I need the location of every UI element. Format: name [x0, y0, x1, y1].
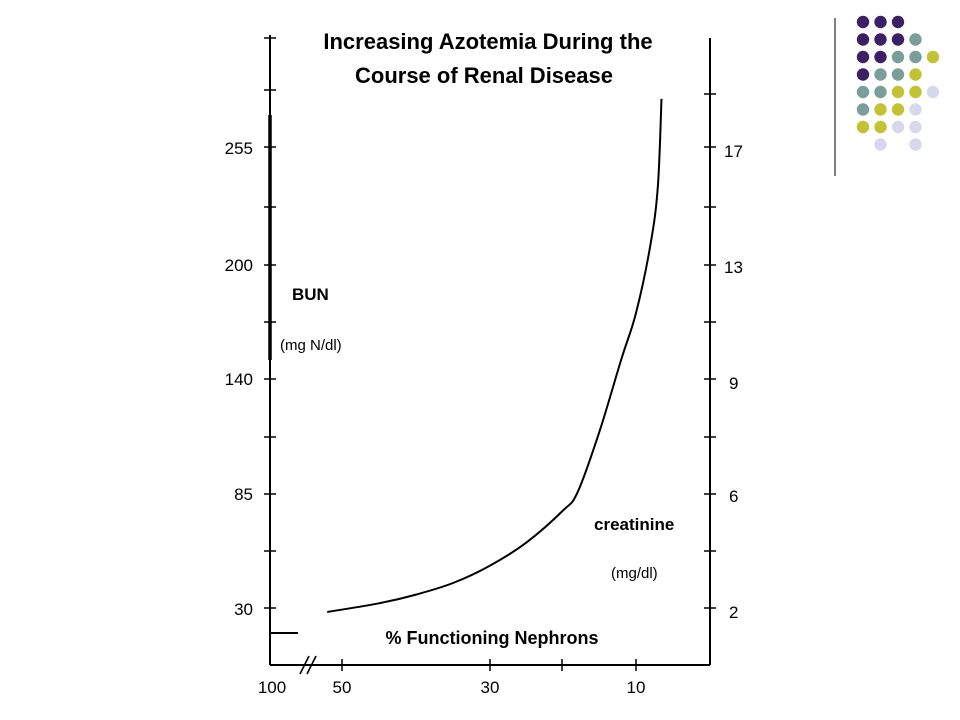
decorative-dot [891, 33, 905, 46]
azotemia-curve [327, 98, 663, 613]
decorative-dot [926, 50, 940, 64]
decorative-dot [909, 85, 922, 99]
decorative-dot [891, 85, 905, 99]
decorative-dot [909, 50, 922, 64]
decorative-dot [856, 50, 870, 64]
x-tick-label-10: 10 [627, 678, 646, 697]
decorative-dot [874, 85, 887, 99]
decorative-dot [874, 138, 887, 151]
decorative-dot [909, 68, 922, 81]
x-tick-label-100: 100 [258, 678, 286, 697]
left-tick-label-30: 30 [234, 600, 253, 619]
decorative-dot [874, 103, 887, 116]
decorative-dot [856, 15, 870, 29]
decorative-dot [856, 85, 870, 99]
decorative-dot [856, 68, 870, 81]
decorative-dot [874, 33, 887, 46]
decorative-dot [874, 15, 887, 29]
decorative-dot [856, 103, 870, 116]
decorative-dot [874, 68, 887, 81]
x-axis-label: % Functioning Nephrons [386, 628, 599, 648]
left-tick-label-140: 140 [225, 370, 253, 389]
decorative-dot [874, 50, 887, 64]
decorative-dot [909, 120, 922, 134]
decorative-dot [891, 50, 905, 64]
right-tick-label-9: 9 [729, 374, 738, 393]
decorative-dot [891, 15, 905, 29]
right-tick-label-2: 2 [729, 603, 738, 622]
x-axis-ticks [341, 659, 637, 671]
decorative-dot-grid [856, 15, 940, 151]
left-tick-label-85: 85 [234, 485, 253, 504]
decorative-dot [891, 120, 905, 134]
right-tick-label-13: 13 [724, 258, 743, 277]
decorative-dot [891, 68, 905, 81]
decorative-dot [909, 33, 922, 46]
left-tick-label-255: 255 [225, 139, 253, 158]
right-tick-label-6: 6 [729, 487, 738, 506]
decorative-dot [926, 85, 940, 99]
decorative-dot [856, 120, 870, 134]
chart-title-line-2: Course of Renal Disease [355, 63, 613, 88]
chart-axes [264, 35, 716, 675]
decorative-dot [909, 138, 922, 151]
decorative-dot [874, 120, 887, 134]
x-tick-label-50: 50 [333, 678, 352, 697]
creatinine-unit-label: (mg/dl) [611, 565, 658, 582]
chart-title-line-1: Increasing Azotemia During the [323, 29, 652, 54]
decorative-dot [856, 33, 870, 46]
right-tick-label-17: 17 [724, 142, 743, 161]
left-tick-label-200: 200 [225, 256, 253, 275]
bun-label: BUN [292, 285, 329, 304]
right-axis-ticks [704, 93, 716, 609]
x-tick-label-30: 30 [481, 678, 500, 697]
left-axis-ticks [264, 37, 276, 609]
x-axis-break-icon [299, 655, 317, 675]
creatinine-label: creatinine [594, 515, 674, 534]
bun-unit-label: (mg N/dl) [280, 337, 342, 354]
decorative-dot [909, 103, 922, 116]
decorative-dot [891, 103, 905, 116]
